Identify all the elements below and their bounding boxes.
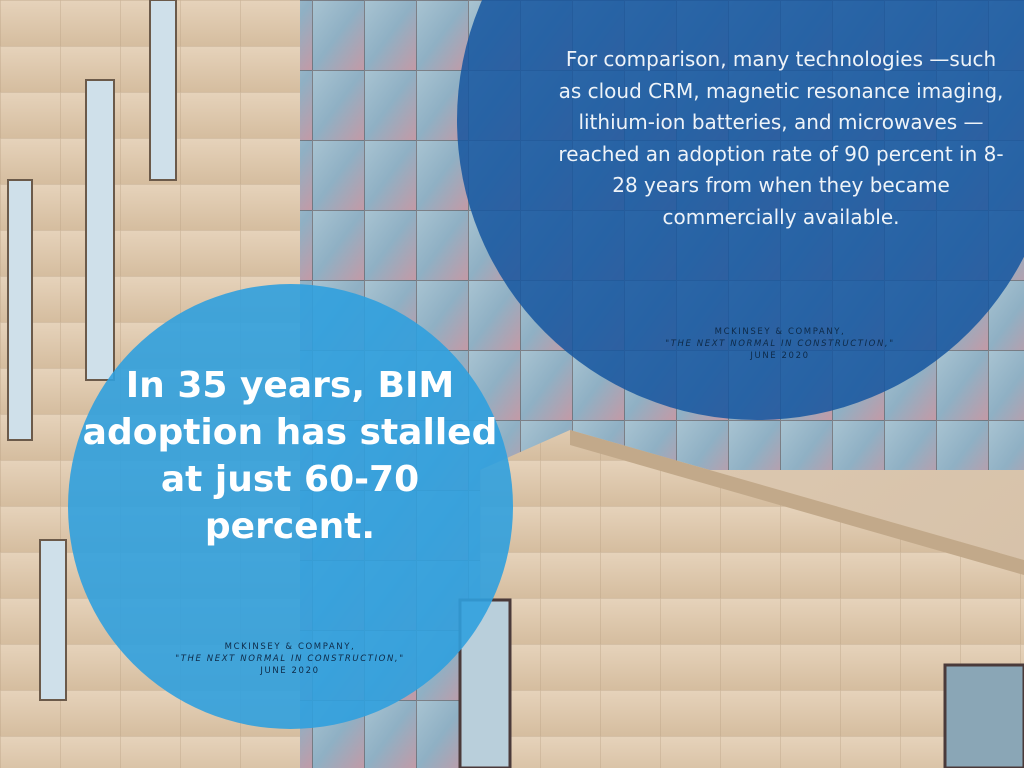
top-quote-text: For comparison, many technologies —such … — [558, 47, 1004, 229]
bottom-quote-citation: McKinsey & Company, "The Next Normal in … — [130, 641, 450, 677]
top-citation-title: "The Next Normal in Construction," — [665, 339, 895, 349]
bottom-citation-source: McKinsey & Company, — [224, 642, 356, 652]
bottom-quote-circle — [68, 284, 513, 729]
bottom-quote-text: In 35 years, BIM adoption has stalled at… — [82, 365, 498, 547]
top-citation-date: June 2020 — [750, 351, 810, 361]
bottom-quote-circle-fill — [68, 284, 513, 729]
bottom-citation-title: "The Next Normal in Construction," — [175, 654, 405, 664]
top-quote-citation: McKinsey & Company, "The Next Normal in … — [620, 326, 940, 362]
bottom-citation-date: June 2020 — [260, 666, 320, 676]
top-citation-source: McKinsey & Company, — [714, 327, 846, 337]
